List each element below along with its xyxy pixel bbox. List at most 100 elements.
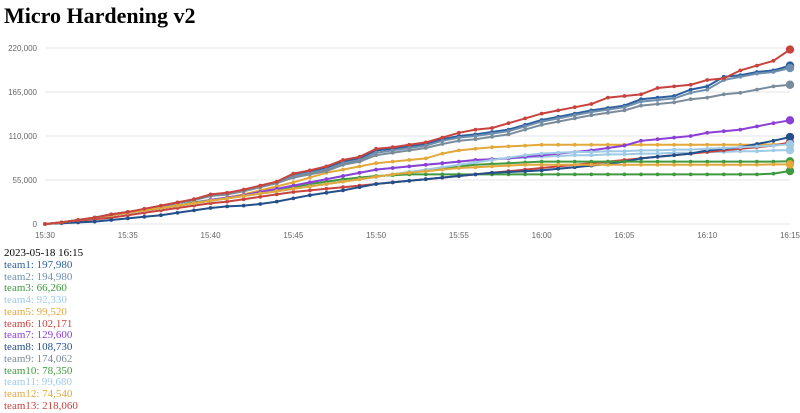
data-point xyxy=(225,190,230,195)
data-point xyxy=(241,194,246,198)
y-tick-label: 220,000 xyxy=(8,44,37,53)
legend-item: team1: 197,980 xyxy=(4,258,73,271)
data-point xyxy=(324,177,329,182)
data-point xyxy=(705,159,710,164)
data-point xyxy=(589,113,594,118)
data-point xyxy=(423,172,428,177)
data-point xyxy=(589,110,594,114)
data-point xyxy=(490,131,494,136)
data-point xyxy=(655,98,660,102)
data-point xyxy=(258,194,263,199)
data-point xyxy=(672,147,677,152)
data-point xyxy=(456,148,461,153)
data-point xyxy=(274,179,279,184)
data-point xyxy=(655,142,660,147)
data-point xyxy=(258,183,263,188)
y-tick-label: 0 xyxy=(33,220,38,229)
data-point xyxy=(324,169,329,174)
data-point xyxy=(605,149,610,154)
legend-item: team8: 108,730 xyxy=(4,341,73,353)
data-point xyxy=(158,203,163,208)
series-end-point xyxy=(785,145,795,155)
legend-item: team5: 99,520 xyxy=(4,305,67,318)
data-point xyxy=(572,172,577,177)
data-point xyxy=(605,162,610,167)
data-point xyxy=(440,135,445,140)
data-point xyxy=(672,172,677,177)
data-point xyxy=(258,202,263,206)
data-point xyxy=(456,174,461,178)
series-end-point xyxy=(785,140,795,149)
data-point xyxy=(556,162,561,167)
y-axis-ticks: 0 55,000 110,000 165,000 220,000 xyxy=(8,44,37,229)
series-end-point xyxy=(785,160,795,169)
page-title: Micro Hardening v2 xyxy=(4,3,196,28)
data-point xyxy=(589,172,594,177)
data-point xyxy=(341,185,345,190)
data-point xyxy=(572,153,577,158)
data-point xyxy=(456,159,461,164)
data-point xyxy=(639,138,643,143)
data-point xyxy=(721,159,726,164)
legend-item: team6: 102,171 xyxy=(4,317,73,330)
data-point xyxy=(456,162,461,167)
data-point xyxy=(490,126,494,130)
data-point xyxy=(341,162,345,167)
data-point xyxy=(672,84,677,89)
data-point xyxy=(605,146,610,150)
data-point xyxy=(754,124,759,129)
x-tick-label: 15:35 xyxy=(118,231,139,240)
data-point xyxy=(754,71,759,76)
data-point xyxy=(738,159,743,164)
data-point xyxy=(473,134,478,138)
data-point xyxy=(688,90,693,95)
x-tick-label: 15:40 xyxy=(201,231,222,240)
data-point xyxy=(721,129,726,134)
legend-list: team1: 197,980 team2: 194,980 team3: 66,26… xyxy=(4,258,83,413)
data-point xyxy=(307,184,312,189)
data-point xyxy=(225,199,230,204)
data-point xyxy=(705,130,710,135)
data-point xyxy=(622,159,627,164)
data-point xyxy=(374,167,379,172)
data-point xyxy=(738,145,743,150)
data-point xyxy=(374,182,379,186)
data-point xyxy=(589,102,594,106)
legend-item: team11: 99,680 xyxy=(4,376,73,389)
data-point xyxy=(423,146,428,150)
data-point xyxy=(705,84,710,89)
data-point xyxy=(572,159,577,164)
data-point xyxy=(639,156,643,161)
x-tick-label: 15:55 xyxy=(449,231,470,240)
data-point xyxy=(705,146,710,151)
data-point xyxy=(274,192,279,197)
data-point xyxy=(539,172,544,177)
data-point xyxy=(605,95,610,100)
data-point xyxy=(341,174,345,178)
data-point xyxy=(241,197,246,202)
data-point xyxy=(523,169,528,174)
data-point xyxy=(605,152,610,157)
data-point xyxy=(539,159,544,164)
data-point xyxy=(672,135,677,140)
data-point xyxy=(208,206,213,210)
chart-grid xyxy=(45,47,790,225)
data-point xyxy=(440,138,445,143)
data-point xyxy=(125,210,130,214)
data-point xyxy=(473,127,478,132)
data-point xyxy=(274,199,279,204)
data-point xyxy=(639,92,643,97)
data-point xyxy=(738,90,743,95)
data-point xyxy=(407,148,412,153)
data-point xyxy=(423,140,428,145)
data-point xyxy=(771,70,776,74)
data-point xyxy=(357,154,362,159)
data-point xyxy=(688,97,693,102)
data-point xyxy=(738,68,743,73)
legend-item: team9: 174,062 xyxy=(4,352,73,365)
data-point xyxy=(605,110,610,115)
series-line xyxy=(44,67,791,225)
data-point xyxy=(241,187,246,192)
data-point xyxy=(490,164,494,169)
data-point xyxy=(556,108,561,113)
